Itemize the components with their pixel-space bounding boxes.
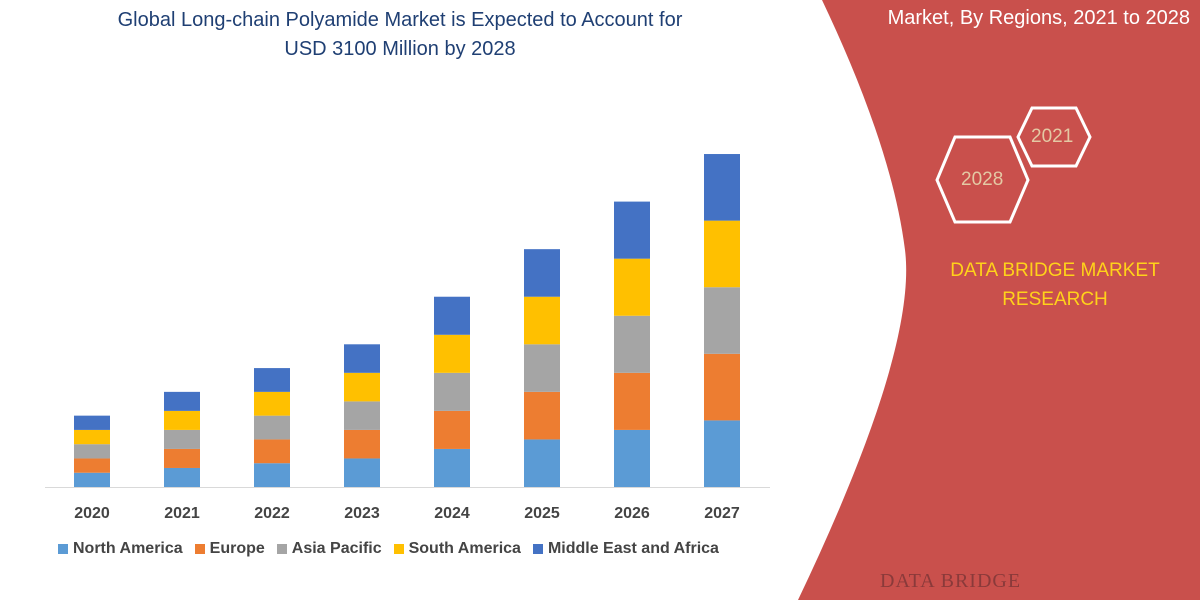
bar-segment-2025-0 — [524, 439, 560, 487]
legend: North America Europe Asia Pacific South Ame… — [58, 540, 719, 558]
legend-label: South America — [408, 540, 521, 557]
legend-label: Middle East and Africa — [547, 540, 719, 557]
legend-swatch — [194, 544, 205, 554]
bar-segment-2021-3 — [164, 410, 200, 430]
legend-swatch — [393, 544, 404, 554]
bar-segment-2021-4 — [164, 391, 200, 411]
x-tick-label: 2025 — [524, 505, 560, 522]
bar-segment-2024-2 — [434, 372, 470, 411]
title-line-2: USD 3100 Million by 2028 — [284, 38, 516, 60]
bar-segment-2021-1 — [164, 448, 200, 468]
bar-segment-2027-0 — [704, 420, 740, 487]
bar-segment-2025-3 — [524, 296, 560, 345]
bar-segment-2023-2 — [344, 401, 380, 430]
legend-label: Asia Pacific — [291, 540, 382, 557]
bar-segment-2022-0 — [254, 463, 290, 487]
bar-segment-2020-1 — [74, 458, 110, 473]
bar-segment-2025-4 — [524, 249, 560, 297]
legend-swatch — [58, 544, 68, 554]
bar-segment-2024-1 — [434, 410, 470, 449]
bar-segment-2023-4 — [344, 344, 380, 373]
red-panel — [798, 0, 1200, 600]
bar-segment-2022-4 — [254, 368, 290, 392]
x-tick-label: 2026 — [614, 505, 650, 522]
chart: 2020 2021 2022 2023 2024 2025 2026 2027 — [45, 154, 770, 522]
x-tick-label: 2027 — [704, 505, 740, 522]
legend-label: North America — [73, 540, 183, 557]
bar-segment-2020-0 — [74, 472, 110, 487]
x-tick-label: 2022 — [254, 505, 290, 522]
legend-item: Europe — [194, 540, 265, 558]
bar-segment-2022-1 — [254, 439, 290, 464]
bar-segment-2025-1 — [524, 391, 560, 440]
bar-segment-2026-4 — [614, 201, 650, 259]
x-tick-label: 2021 — [164, 505, 200, 522]
legend-item: Asia Pacific — [276, 540, 382, 558]
bar-segment-2026-0 — [614, 429, 650, 487]
bar-segment-2020-2 — [74, 444, 110, 459]
bar-segment-2026-3 — [614, 258, 650, 316]
bar-segment-2026-1 — [614, 372, 650, 430]
bar-segment-2025-2 — [524, 344, 560, 392]
badge-2021: 2021 — [1031, 126, 1074, 147]
bar-segment-2027-1 — [704, 353, 740, 421]
bar-segment-2026-2 — [614, 315, 650, 373]
brand-line-1: DATA BRIDGE MARKET — [950, 260, 1160, 281]
legend-label: Europe — [209, 540, 265, 557]
chart-title: Global Long-chain Polyamide Market is Ex… — [40, 6, 760, 64]
footer-logo: DATA BRIDGE — [880, 570, 1022, 592]
bar-segment-2022-3 — [254, 391, 290, 416]
bar-segment-2027-4 — [704, 154, 740, 221]
bar-segment-2027-3 — [704, 220, 740, 288]
bar-segment-2024-0 — [434, 448, 470, 487]
bar-segment-2021-0 — [164, 467, 200, 487]
legend-item: Middle East and Africa — [532, 540, 719, 558]
bar-segment-2020-4 — [74, 415, 110, 430]
legend-swatch — [532, 544, 543, 554]
hexagon-2021 — [1016, 106, 1092, 168]
bar-segment-2022-2 — [254, 415, 290, 440]
bar-segment-2023-0 — [344, 458, 380, 487]
bar-segment-2024-3 — [434, 334, 470, 373]
brand-text: DATA BRIDGE MARKET RESEARCH — [920, 256, 1190, 314]
legend-swatch — [276, 544, 287, 554]
x-tick-label: 2024 — [434, 505, 470, 522]
hexagon-2028 — [935, 135, 1030, 224]
bar-segment-2021-2 — [164, 429, 200, 449]
x-tick-label: 2020 — [74, 505, 110, 522]
legend-item: North America — [58, 540, 183, 558]
bar-segment-2023-1 — [344, 429, 380, 459]
right-title: Market, By Regions, 2021 to 2028 — [887, 7, 1190, 29]
bar-segment-2027-2 — [704, 287, 740, 354]
title-line-1: Global Long-chain Polyamide Market is Ex… — [117, 9, 683, 31]
legend-item: South America — [393, 540, 521, 558]
brand-line-2: RESEARCH — [1002, 289, 1108, 310]
bar-segment-2020-3 — [74, 429, 110, 445]
x-tick-label: 2023 — [344, 505, 380, 522]
bar-segment-2023-3 — [344, 372, 380, 402]
badge-2028: 2028 — [961, 169, 1004, 190]
bar-segment-2024-4 — [434, 296, 470, 335]
